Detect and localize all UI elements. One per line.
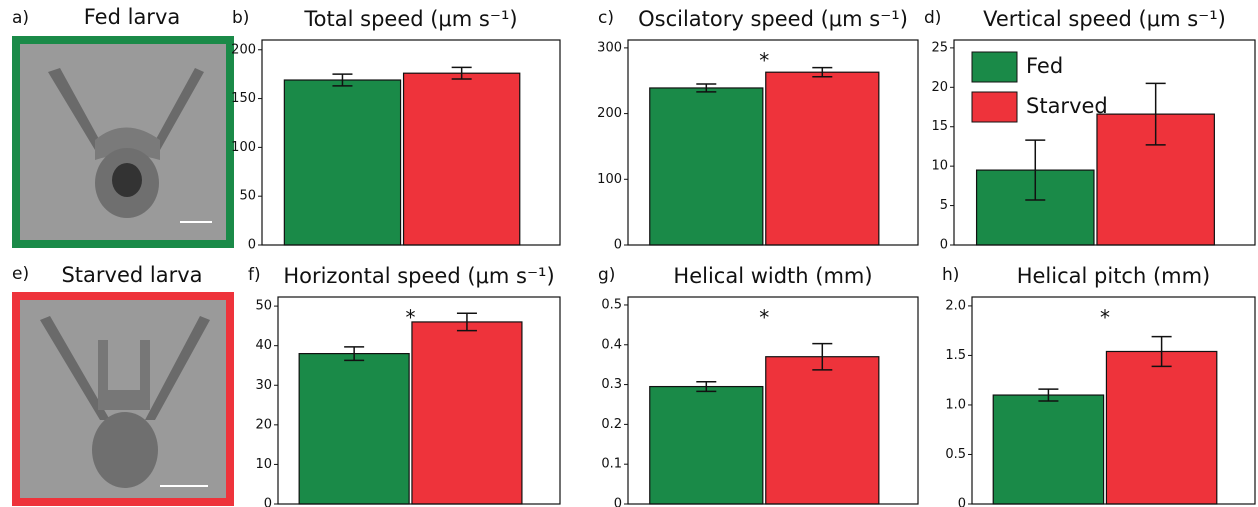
larva-arms bbox=[40, 316, 210, 420]
y-tick-label: 20 bbox=[931, 80, 948, 95]
panel-label: f) bbox=[248, 265, 261, 285]
y-tick-label: 0.2 bbox=[601, 417, 622, 432]
y-tick-label: 0 bbox=[248, 238, 256, 253]
error-bar bbox=[456, 312, 477, 332]
error-bar bbox=[1145, 82, 1166, 146]
y-tick-label: 0 bbox=[264, 497, 272, 507]
legend-swatch bbox=[971, 91, 1018, 123]
y-tick-label: 100 bbox=[231, 140, 256, 155]
chart-title: Helical width (mm) bbox=[673, 264, 872, 288]
chart-panel: f) Horizontal speed (μm s⁻¹) 0 10 20 30 40 50 * bbox=[248, 264, 561, 507]
larva-stomach bbox=[92, 412, 158, 488]
y-tick-label: 300 bbox=[597, 40, 622, 55]
error-bar bbox=[451, 66, 472, 80]
y-tick-label: 1.0 bbox=[945, 397, 966, 412]
bar bbox=[411, 321, 523, 505]
bar bbox=[1105, 350, 1218, 505]
bar bbox=[298, 352, 410, 505]
plot-frame bbox=[277, 296, 561, 505]
chart-panel: c) Oscilatory speed (μm s⁻¹) 0 100 200 300 * bbox=[597, 7, 919, 253]
larva-arms bbox=[48, 68, 204, 150]
y-tick-label: 10 bbox=[931, 159, 948, 174]
chart-panel: h) Helical pitch (mm) 0 0.5 1.0 1.5 2.0 * bbox=[942, 264, 1256, 507]
y-tick-label: 0 bbox=[614, 238, 622, 253]
chart-title: Total speed (μm s⁻¹) bbox=[303, 7, 517, 31]
y-tick-label: 200 bbox=[231, 42, 256, 57]
panel-title: Fed larva bbox=[84, 5, 181, 29]
panel-title: Starved larva bbox=[61, 263, 202, 287]
chart-title: Vertical speed (μm s⁻¹) bbox=[983, 7, 1226, 31]
significance-mark: * bbox=[759, 306, 769, 330]
bar bbox=[402, 72, 521, 246]
y-tick-label: 20 bbox=[255, 417, 272, 432]
panel-label: e) bbox=[12, 264, 29, 284]
error-bar bbox=[1025, 139, 1046, 201]
panel-label: b) bbox=[232, 8, 249, 28]
y-tick-label: 0.5 bbox=[601, 297, 622, 312]
chart-title: Oscilatory speed (μm s⁻¹) bbox=[638, 7, 908, 31]
y-tick-label: 25 bbox=[931, 40, 948, 55]
bar bbox=[283, 79, 402, 246]
error-bar bbox=[812, 66, 833, 78]
chart-panel: g) Helical width (mm) 0 0.1 0.2 0.3 0.4 0.5 * bbox=[598, 264, 919, 507]
chart-title: Helical pitch (mm) bbox=[1017, 264, 1211, 288]
significance-mark: * bbox=[406, 306, 416, 330]
larva-gut bbox=[112, 163, 142, 197]
y-tick-label: 0.3 bbox=[601, 377, 622, 392]
y-tick-label: 30 bbox=[255, 378, 272, 393]
y-tick-label: 100 bbox=[597, 172, 622, 187]
y-tick-label: 5 bbox=[940, 198, 948, 213]
legend-label: Fed bbox=[1026, 54, 1063, 78]
error-bar bbox=[696, 83, 717, 93]
error-bar bbox=[332, 73, 353, 87]
significance-mark: * bbox=[759, 49, 769, 73]
legend-label: Starved bbox=[1026, 94, 1108, 118]
panel-label: h) bbox=[942, 265, 959, 285]
significance-mark: * bbox=[1100, 306, 1110, 330]
y-tick-label: 0.1 bbox=[601, 457, 622, 472]
plot-frame bbox=[953, 39, 1256, 246]
panel-label: c) bbox=[598, 8, 614, 28]
panel-label: a) bbox=[12, 8, 29, 28]
y-tick-label: 2.0 bbox=[945, 298, 966, 313]
y-tick-label: 150 bbox=[231, 91, 256, 106]
y-tick-label: 200 bbox=[597, 106, 622, 121]
y-tick-label: 50 bbox=[239, 189, 256, 204]
y-tick-label: 0.5 bbox=[945, 447, 966, 462]
y-tick-label: 10 bbox=[255, 457, 272, 472]
legend-swatch bbox=[971, 51, 1018, 83]
plot-frame bbox=[971, 296, 1256, 505]
y-tick-label: 0 bbox=[614, 497, 622, 507]
bar bbox=[992, 394, 1105, 505]
larva-body bbox=[98, 340, 150, 410]
plot-frame bbox=[627, 39, 919, 246]
plot-frame bbox=[627, 296, 919, 505]
y-tick-label: 1.5 bbox=[945, 348, 966, 363]
image-panel-fed: a) Fed larva bbox=[12, 5, 234, 248]
y-tick-label: 0.4 bbox=[601, 337, 622, 352]
y-tick-label: 0 bbox=[958, 497, 966, 507]
bar bbox=[765, 356, 880, 505]
image-panel-starved: e) Starved larva bbox=[12, 263, 234, 506]
panel-label: g) bbox=[598, 265, 615, 285]
chart-title: Horizontal speed (μm s⁻¹) bbox=[283, 264, 554, 288]
bar bbox=[765, 71, 880, 246]
bar bbox=[649, 385, 764, 505]
panel-label: d) bbox=[924, 8, 941, 28]
error-bar bbox=[812, 342, 833, 371]
y-tick-label: 0 bbox=[940, 238, 948, 253]
chart-panel: b) Total speed (μm s⁻¹) 0 50 100 150 200 bbox=[231, 7, 561, 253]
larva-body bbox=[95, 127, 160, 160]
y-tick-label: 50 bbox=[255, 299, 272, 314]
error-bar bbox=[696, 381, 717, 393]
plot-frame bbox=[261, 39, 561, 246]
bar bbox=[649, 87, 764, 246]
error-bar bbox=[1151, 335, 1172, 368]
error-bar bbox=[1038, 388, 1059, 402]
y-tick-label: 15 bbox=[931, 119, 948, 134]
error-bar bbox=[344, 346, 365, 362]
chart-panel: d) Vertical speed (μm s⁻¹) 0 5 10 15 20 25 Fed St… bbox=[924, 7, 1256, 253]
y-tick-label: 40 bbox=[255, 338, 272, 353]
